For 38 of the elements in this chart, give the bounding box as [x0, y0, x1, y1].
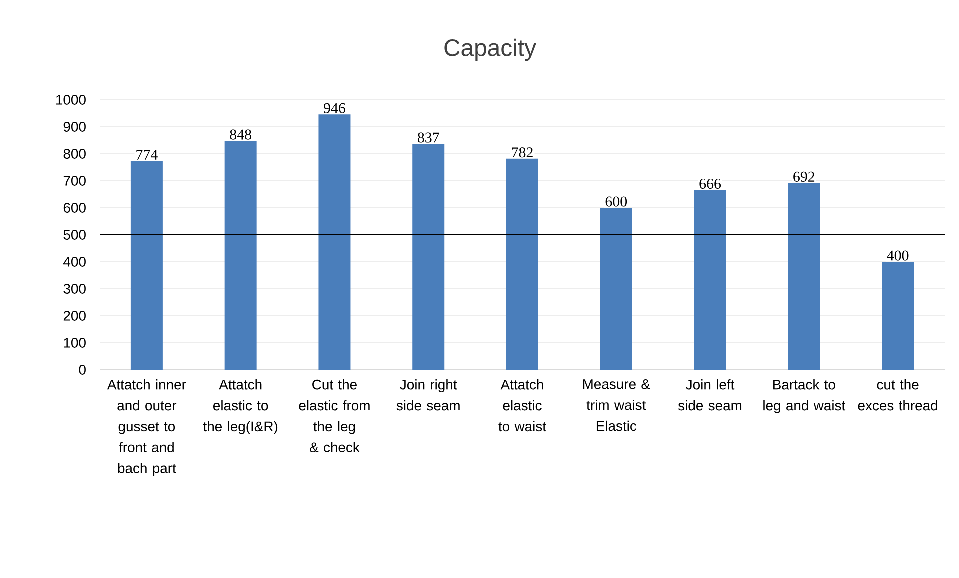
- y-tick-label: 400: [64, 257, 86, 267]
- y-tick-label: 600: [64, 203, 86, 213]
- y-tick-label: 500: [64, 230, 86, 240]
- x-tick-label: Bartack to leg and waist: [764, 380, 846, 414]
- data-label: 666: [700, 178, 722, 189]
- bar: [882, 262, 914, 370]
- y-tick-label: 100: [64, 338, 86, 348]
- x-tick-label: cut the exces thread: [858, 380, 938, 411]
- x-tick-label: Join right side seam: [396, 380, 460, 411]
- bar: [130, 161, 163, 370]
- bar: [412, 144, 445, 370]
- data-label: 692: [794, 172, 815, 182]
- y-tick-label: 900: [64, 122, 86, 132]
- data-label: 600: [606, 196, 628, 207]
- data-label: 774: [136, 150, 158, 160]
- bar: [600, 208, 632, 370]
- data-label: 946: [324, 103, 346, 114]
- y-tick-label: 800: [64, 149, 86, 159]
- x-tick-label: Join left side seam: [678, 380, 742, 411]
- data-label: 782: [512, 148, 533, 158]
- y-tick-label: 0: [79, 365, 86, 375]
- x-tick-label: Attatch elastic to waist: [498, 380, 546, 432]
- bar: [224, 141, 257, 370]
- x-tick-label: Cut the elastic from the leg & check: [299, 380, 370, 453]
- y-tick-label: 200: [64, 311, 86, 321]
- bar: [788, 183, 820, 370]
- x-tick-label: Measure & trim waist Elastic: [583, 380, 650, 432]
- data-label: 400: [887, 250, 909, 261]
- x-tick-label: Attatch elastic to the leg(I&R): [203, 380, 278, 434]
- bar: [694, 190, 726, 370]
- x-tick-label: Attatch inner and outer gusset to front and bach part: [107, 380, 186, 476]
- y-tick-label: 1000: [56, 95, 86, 105]
- y-tick-label: 700: [64, 176, 86, 186]
- bar: [318, 114, 351, 370]
- chart-title: Capacity: [444, 38, 536, 62]
- y-tick-label: 300: [64, 284, 86, 294]
- data-label: 837: [418, 132, 440, 143]
- data-label: 848: [230, 130, 252, 140]
